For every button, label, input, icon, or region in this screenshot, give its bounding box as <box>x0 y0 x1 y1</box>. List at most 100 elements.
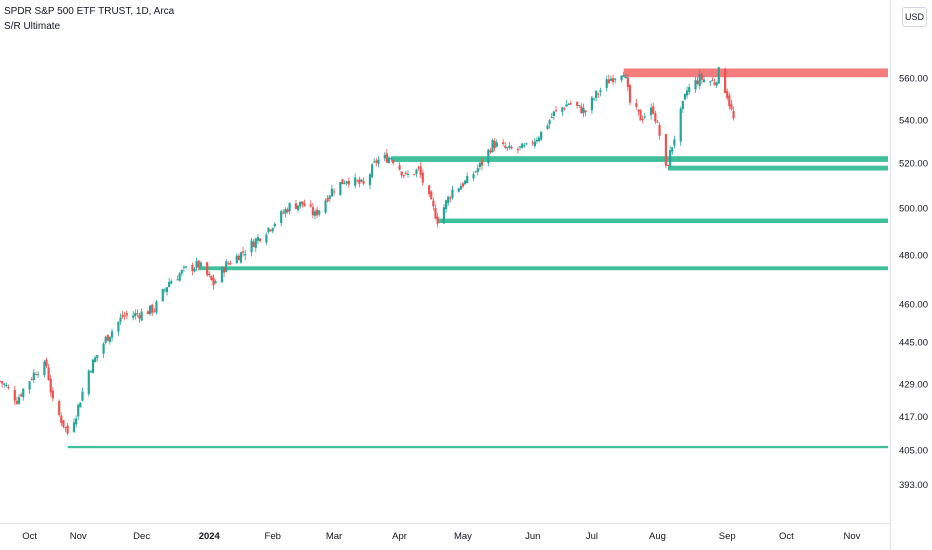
symbol-title[interactable]: SPDR S&P 500 ETF TRUST, 1D, Arca <box>4 6 175 17</box>
candle-up <box>466 172 469 184</box>
candle-up <box>155 299 158 315</box>
x-tick-label: Apr <box>392 531 407 542</box>
candle-body <box>624 76 627 78</box>
candle-up <box>134 309 137 320</box>
candle-down <box>580 103 583 114</box>
candle-down <box>49 374 52 397</box>
candle-down <box>64 426 67 433</box>
candle-up <box>474 170 477 173</box>
candle-body <box>210 275 213 281</box>
candle-body <box>685 90 689 96</box>
candle-body <box>421 172 424 183</box>
candle-up <box>195 257 198 272</box>
candle-body <box>15 400 19 404</box>
candle-body <box>91 359 95 374</box>
candle-body <box>299 201 302 207</box>
candle-up <box>463 179 467 185</box>
x-tick-label: Nov <box>843 531 860 542</box>
candle-body <box>576 101 579 106</box>
candle-body <box>502 142 505 144</box>
candle-up <box>75 415 78 428</box>
candle-body <box>444 200 448 210</box>
x-tick-label: May <box>454 531 472 542</box>
candle-up <box>330 184 334 197</box>
candle-body <box>389 158 393 160</box>
candle-body <box>641 118 644 120</box>
time-axis[interactable]: Oct Nov Dec 2024 Feb Mar Apr May Jun Jul Aug Sep Oct… <box>22 531 860 542</box>
candle-up <box>77 403 80 421</box>
candle-body <box>102 343 105 354</box>
candle-up <box>578 104 581 109</box>
candle-up <box>225 258 228 273</box>
candle-body <box>168 282 171 287</box>
candle-up <box>32 369 35 384</box>
candle-up <box>447 195 450 206</box>
candle-up <box>119 313 122 325</box>
price-axis[interactable]: 560.00 540.00 520.00 500.00 480.00 460.00 445.… <box>891 0 932 550</box>
candle-up <box>132 310 135 321</box>
candle-body <box>341 179 344 185</box>
candle-body <box>121 314 124 317</box>
candle-body <box>316 209 319 216</box>
candle-body <box>354 177 357 186</box>
candle-up <box>389 156 393 160</box>
candle-body <box>151 304 154 313</box>
candle-body <box>117 321 120 332</box>
candle-body <box>191 265 194 271</box>
candle-up <box>688 83 691 96</box>
candle-up <box>214 279 217 284</box>
candle-up <box>161 288 164 302</box>
candle-down <box>47 364 50 381</box>
candle-down <box>237 253 240 261</box>
candle-down <box>136 309 139 318</box>
candle-body <box>66 425 69 434</box>
candle-body <box>504 145 507 148</box>
candle-up <box>373 158 376 163</box>
candle-down <box>432 197 435 211</box>
candle-body <box>449 197 452 199</box>
candle-body <box>563 108 566 110</box>
candle-down <box>15 396 19 405</box>
candle-down <box>434 204 437 220</box>
candle-body <box>182 266 186 268</box>
x-tick-label: 2024 <box>199 531 221 542</box>
candle-body <box>508 145 511 148</box>
candle-up <box>546 123 549 130</box>
candle-down <box>637 109 640 116</box>
candle-body <box>356 180 359 182</box>
candle-up <box>271 227 274 234</box>
candle-body <box>347 180 350 185</box>
candle-body <box>208 273 211 276</box>
candle-up <box>168 277 171 288</box>
candle-up <box>495 139 498 148</box>
candle-down <box>294 199 298 210</box>
candle-down <box>356 179 359 183</box>
candle-up <box>339 181 342 196</box>
candle-body <box>525 143 528 145</box>
y-tick-label: 560.00 <box>899 74 928 85</box>
candle-body <box>489 150 492 153</box>
candle-body <box>22 388 25 398</box>
candle-body <box>132 315 135 318</box>
candle-body <box>550 117 553 119</box>
currency-button[interactable]: USD <box>902 7 927 27</box>
candle-body <box>220 267 224 283</box>
y-tick-label: 460.00 <box>899 299 928 310</box>
candle-body <box>138 314 141 319</box>
candle-body <box>280 211 283 224</box>
candle-body <box>673 139 676 146</box>
candle-up <box>622 71 625 77</box>
candle-up <box>163 287 166 293</box>
candle-body <box>428 185 431 195</box>
candle-down <box>252 238 255 248</box>
candle-body <box>516 149 520 151</box>
candle-down <box>208 271 211 278</box>
candle-body <box>227 263 230 265</box>
candle-up <box>683 93 687 101</box>
candle-body <box>3 383 6 385</box>
y-tick-label: 445.00 <box>899 337 928 348</box>
candle-body <box>590 97 594 111</box>
indicator-title[interactable]: S/R Ultimate <box>4 21 61 32</box>
candle-body <box>628 85 632 103</box>
